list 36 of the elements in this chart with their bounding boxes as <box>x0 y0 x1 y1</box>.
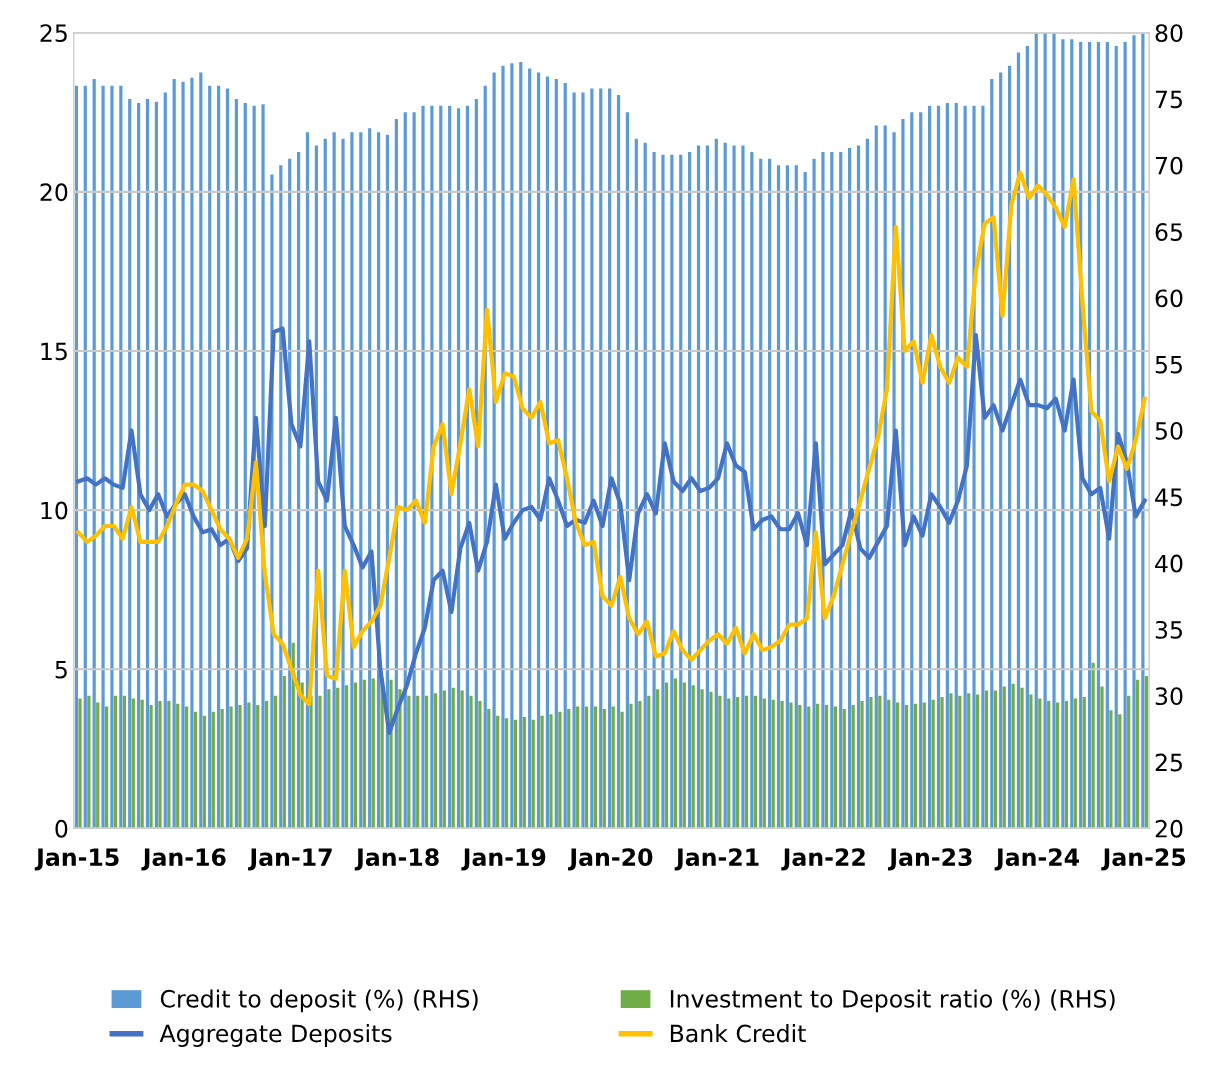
legend-label: Credit to deposit (%) (RHS) <box>160 989 478 1013</box>
line-series <box>76 326 1147 736</box>
x-tick-label: Jan-16 <box>141 848 226 871</box>
y2-tick-label: 30 <box>1155 687 1183 706</box>
y2-tick-label: 60 <box>1155 289 1183 308</box>
x-tick-label: Jan-24 <box>994 848 1080 871</box>
x-tick-label: Jan-15 <box>34 848 119 871</box>
legend-label: Investment to Deposit ratio (%) (RHS) <box>670 989 1115 1013</box>
x-tick-label: Jan-20 <box>568 848 653 871</box>
legend-label: Bank Credit <box>670 1024 806 1043</box>
x-tick-label: Jan-18 <box>354 848 439 871</box>
y-tick-label: 20 <box>40 183 68 202</box>
x-tick-label: Jan-23 <box>887 848 972 871</box>
y2-tick-label: 50 <box>1155 422 1183 440</box>
y2-tick-label: 20 <box>1155 819 1183 838</box>
y2-tick-label: 35 <box>1155 620 1182 639</box>
x-tick-label: Jan-25 <box>1101 848 1186 871</box>
y2-tick-label: 65 <box>1155 223 1182 241</box>
y2-tick-label: 45 <box>1155 488 1182 507</box>
y2-tick-label: 25 <box>1155 753 1182 772</box>
y2-tick-label: 80 <box>1155 24 1183 43</box>
y-tick-label: 25 <box>40 24 67 43</box>
y-tick-label: 10 <box>41 501 68 520</box>
y2-tick-label: 75 <box>1155 90 1182 109</box>
y2-tick-label: 40 <box>1155 554 1183 573</box>
x-tick-label: Jan-22 <box>781 848 865 871</box>
legend-label: Aggregate Deposits <box>159 1024 392 1047</box>
y-tick-label: 15 <box>41 342 67 361</box>
x-tick-label: Jan-19 <box>461 848 546 871</box>
y-tick-label: 5 <box>55 661 67 679</box>
x-tick-label: Jan-21 <box>674 848 759 871</box>
y2-tick-label: 55 <box>1155 356 1182 374</box>
line-series <box>76 170 1147 707</box>
y-tick-label: 0 <box>55 819 68 838</box>
y2-tick-label: 70 <box>1155 156 1183 175</box>
x-tick-label: Jan-17 <box>248 848 332 871</box>
